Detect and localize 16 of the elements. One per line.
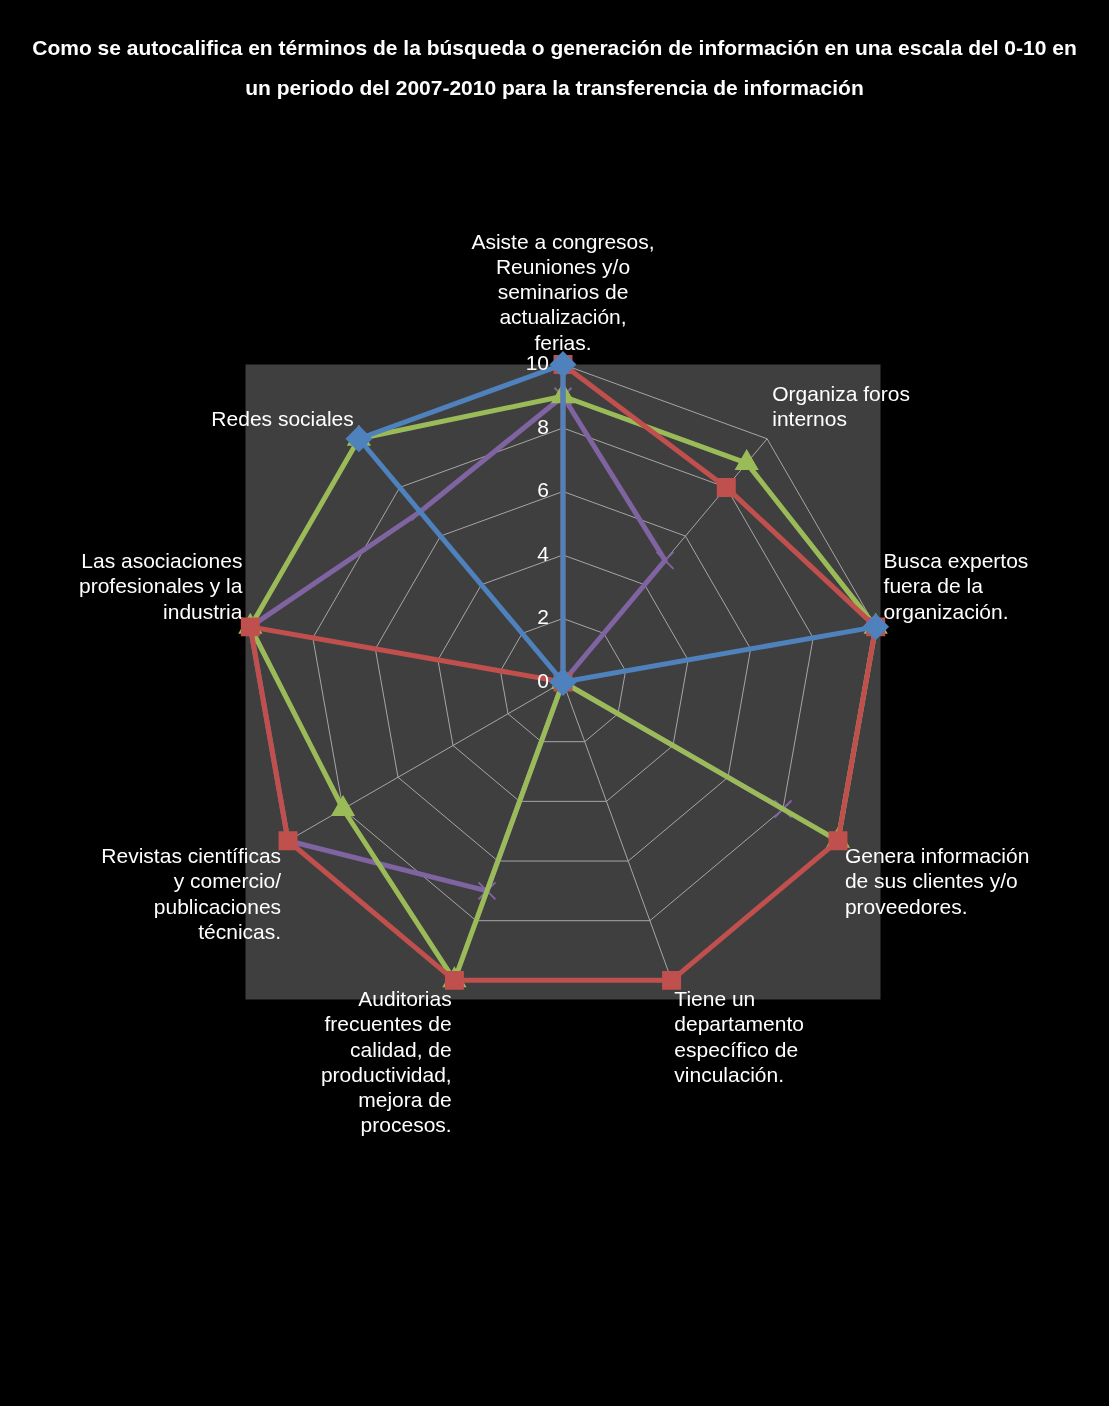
y-tick-label: 6	[537, 478, 549, 502]
chart-title: Como se autocalifica en términos de la búsqueda o generación de información en una escala del 0-10 en un periodo del 2007-2010 para la transferencia de información	[31, 35, 1078, 101]
y-tick-label: 4	[537, 541, 550, 565]
spoke-label: Las asociaciones profesionales y la industria	[78, 549, 243, 623]
y-tick-label: 0	[537, 668, 549, 692]
y-tick-label: 8	[537, 414, 549, 438]
spoke-label: Organiza foros internos	[772, 381, 910, 430]
spoke-label: Auditorias frecuentes de calidad, de productividad, mejora de procesos.	[320, 987, 452, 1137]
spoke-label: Revistas científicas y comercio/ publicaciones técnicas.	[101, 844, 282, 943]
y-tick-label: 10	[525, 351, 549, 375]
spoke-label: Tiene un departamento específico de vinculación.	[674, 987, 804, 1086]
spoke-label: Busca expertos fuera de la organización.	[883, 549, 1029, 623]
y-tick-label: 2	[537, 605, 549, 629]
spoke-label: Genera información de sus clientes y/o proveedores.	[844, 844, 1030, 918]
spoke-label: Asiste a congresos, Reuniones y/o seminarios de actualización, ferias.	[471, 229, 655, 354]
spoke-label: Redes sociales	[211, 406, 354, 430]
